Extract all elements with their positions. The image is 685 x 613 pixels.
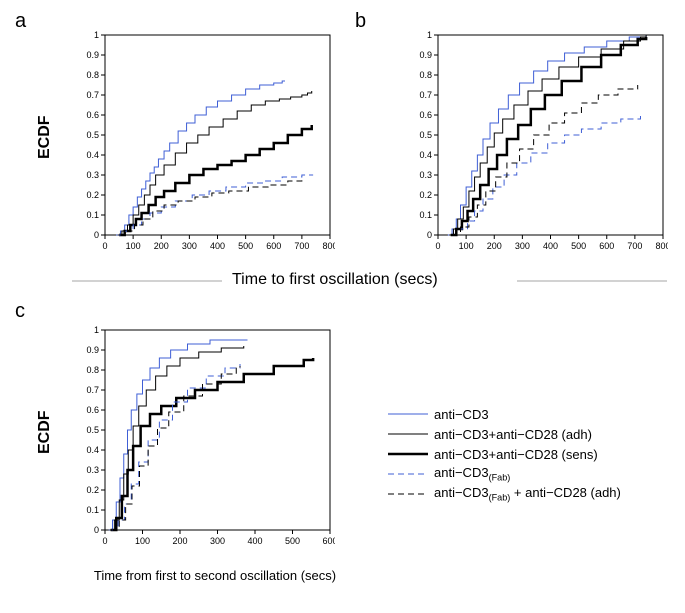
legend-item: anti−CD3 bbox=[388, 405, 621, 423]
svg-text:0: 0 bbox=[427, 230, 432, 240]
svg-text:0.3: 0.3 bbox=[419, 170, 432, 180]
svg-text:600: 600 bbox=[266, 241, 281, 251]
svg-text:0.2: 0.2 bbox=[86, 190, 99, 200]
panel-c-chart: 0 100 200 300 400 500 600 0 0.1 0.2 0.3 0.4 0.5 0.6 0.… bbox=[75, 325, 335, 555]
svg-text:0.3: 0.3 bbox=[86, 170, 99, 180]
svg-text:100: 100 bbox=[459, 241, 474, 251]
legend-label: anti−CD3+anti−CD28 (adh) bbox=[434, 427, 592, 442]
svg-text:0.9: 0.9 bbox=[419, 50, 432, 60]
svg-text:200: 200 bbox=[172, 536, 187, 546]
svg-text:300: 300 bbox=[182, 241, 197, 251]
svg-text:0.7: 0.7 bbox=[86, 385, 99, 395]
panel-a-chart: 0 100 200 300 400 500 600 700 800 0 0.1 0.2 0.3 0.4 0.… bbox=[75, 30, 335, 260]
svg-text:0.6: 0.6 bbox=[86, 405, 99, 415]
svg-text:0: 0 bbox=[94, 525, 99, 535]
panel-a-label: a bbox=[15, 10, 26, 33]
svg-text:0.9: 0.9 bbox=[86, 50, 99, 60]
svg-text:100: 100 bbox=[135, 536, 150, 546]
svg-text:700: 700 bbox=[627, 241, 642, 251]
legend-item: anti−CD3(Fab) bbox=[388, 465, 621, 483]
panel-b-chart: 0 100 200 300 400 500 600 700 800 0 0.1 0.2 0.3 0.4 0.… bbox=[408, 30, 668, 260]
svg-text:0.1: 0.1 bbox=[86, 505, 99, 515]
svg-text:800: 800 bbox=[655, 241, 668, 251]
legend-label: anti−CD3(Fab) bbox=[434, 465, 510, 483]
svg-text:0.6: 0.6 bbox=[419, 110, 432, 120]
shared-xlabel-text: Time to first oscillation (secs) bbox=[232, 271, 438, 289]
svg-text:0.6: 0.6 bbox=[86, 110, 99, 120]
svg-text:0: 0 bbox=[435, 241, 440, 251]
svg-text:1: 1 bbox=[427, 30, 432, 40]
panel-c-label: c bbox=[15, 300, 25, 323]
svg-text:100: 100 bbox=[126, 241, 141, 251]
svg-text:0.8: 0.8 bbox=[419, 70, 432, 80]
legend-label: anti−CD3(Fab) + anti−CD28 (adh) bbox=[434, 485, 621, 503]
svg-text:500: 500 bbox=[238, 241, 253, 251]
svg-text:300: 300 bbox=[515, 241, 530, 251]
figure-container: a 010020030040050060070080000.10.20.30.4… bbox=[10, 10, 675, 603]
panel-c-xlabel: Time from first to second oscillation (s… bbox=[75, 568, 355, 583]
svg-text:1: 1 bbox=[94, 325, 99, 335]
svg-text:0.8: 0.8 bbox=[86, 365, 99, 375]
svg-text:0.7: 0.7 bbox=[419, 90, 432, 100]
svg-text:400: 400 bbox=[543, 241, 558, 251]
svg-text:0.5: 0.5 bbox=[86, 130, 99, 140]
svg-text:0.4: 0.4 bbox=[86, 445, 99, 455]
svg-text:0.7: 0.7 bbox=[86, 90, 99, 100]
svg-text:0.3: 0.3 bbox=[86, 465, 99, 475]
svg-text:0.4: 0.4 bbox=[419, 150, 432, 160]
svg-text:0: 0 bbox=[94, 230, 99, 240]
svg-text:0.8: 0.8 bbox=[86, 70, 99, 80]
svg-text:0.5: 0.5 bbox=[419, 130, 432, 140]
svg-text:0.1: 0.1 bbox=[86, 210, 99, 220]
svg-text:0: 0 bbox=[102, 536, 107, 546]
svg-text:700: 700 bbox=[294, 241, 309, 251]
svg-text:500: 500 bbox=[285, 536, 300, 546]
panel-c-ylabel: ECDF bbox=[36, 414, 54, 454]
svg-text:0.5: 0.5 bbox=[86, 425, 99, 435]
svg-text:0.4: 0.4 bbox=[86, 150, 99, 160]
svg-text:200: 200 bbox=[154, 241, 169, 251]
svg-text:600: 600 bbox=[322, 536, 335, 546]
svg-text:200: 200 bbox=[487, 241, 502, 251]
svg-text:500: 500 bbox=[571, 241, 586, 251]
svg-text:0.2: 0.2 bbox=[86, 485, 99, 495]
legend-label: anti−CD3 bbox=[434, 407, 489, 422]
svg-text:1: 1 bbox=[94, 30, 99, 40]
legend-item: anti−CD3+anti−CD28 (adh) bbox=[388, 425, 621, 443]
svg-text:600: 600 bbox=[599, 241, 614, 251]
legend-label: anti−CD3+anti−CD28 (sens) bbox=[434, 447, 598, 462]
panel-a-ylabel: ECDF bbox=[36, 119, 54, 159]
legend-item: anti−CD3(Fab) + anti−CD28 (adh) bbox=[388, 485, 621, 503]
svg-text:800: 800 bbox=[322, 241, 335, 251]
svg-text:0: 0 bbox=[102, 241, 107, 251]
legend: anti−CD3 anti−CD3+anti−CD28 (adh) anti−CD3… bbox=[388, 405, 621, 505]
svg-text:0.2: 0.2 bbox=[419, 190, 432, 200]
shared-xlabel-ab: Time to first oscillation (secs) bbox=[72, 270, 667, 297]
svg-text:0.9: 0.9 bbox=[86, 345, 99, 355]
panel-b-label: b bbox=[355, 10, 366, 33]
svg-text:400: 400 bbox=[210, 241, 225, 251]
svg-text:0.1: 0.1 bbox=[419, 210, 432, 220]
svg-text:300: 300 bbox=[210, 536, 225, 546]
svg-text:400: 400 bbox=[247, 536, 262, 546]
legend-item: anti−CD3+anti−CD28 (sens) bbox=[388, 445, 621, 463]
